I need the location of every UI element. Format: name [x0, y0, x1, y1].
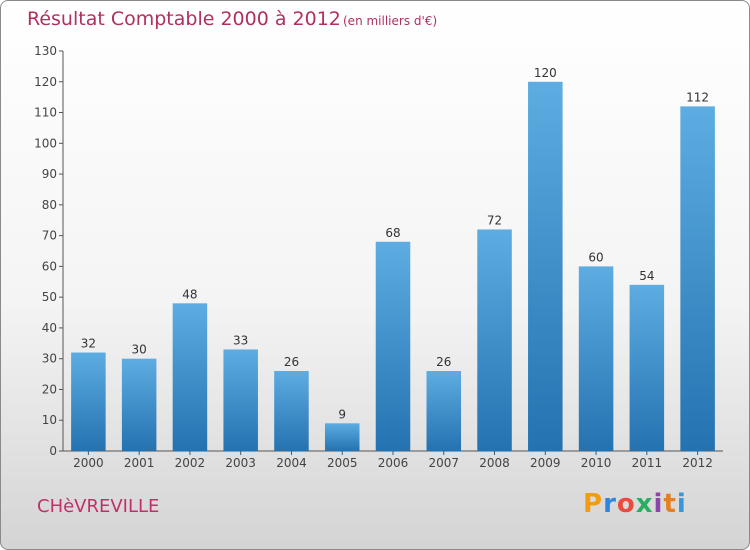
logo-letter: t	[663, 489, 677, 519]
bar-value-label: 48	[182, 287, 197, 301]
logo-letter: o	[616, 489, 636, 519]
y-tick-label: 90	[42, 167, 57, 181]
bar-2002	[172, 303, 208, 451]
y-tick-label: 10	[42, 413, 57, 427]
bar-2004	[274, 371, 309, 451]
bar-value-label: 68	[385, 226, 400, 240]
bar-value-label: 30	[132, 343, 147, 357]
chart-title: Résultat Comptable 2000 à 2012	[27, 8, 341, 30]
x-tick-label: 2009	[530, 456, 561, 470]
x-tick-label: 2002	[175, 456, 206, 470]
bar-2006	[375, 241, 411, 451]
bar-2008	[477, 229, 512, 451]
logo-letter: r	[603, 489, 617, 519]
y-tick-label: 100	[34, 136, 57, 150]
bar-2003	[223, 349, 258, 451]
bar-value-label: 72	[487, 213, 502, 227]
x-tick-label: 2008	[479, 456, 510, 470]
x-tick-label: 2006	[378, 456, 409, 470]
bar-2005	[324, 423, 360, 451]
y-tick-label: 60	[42, 259, 57, 273]
bar-value-label: 60	[588, 250, 603, 264]
chart-unit: (en milliers d'€)	[343, 14, 438, 28]
bar-2010	[578, 266, 614, 451]
bar-value-label: 33	[233, 333, 248, 347]
bar-value-label: 26	[284, 355, 299, 369]
x-tick-label: 2004	[276, 456, 307, 470]
y-tick-label: 110	[34, 106, 57, 120]
y-tick-label: 50	[42, 290, 57, 304]
x-tick-label: 2010	[581, 456, 612, 470]
logo-letter: x	[635, 489, 654, 519]
bar-value-label: 32	[81, 337, 96, 351]
y-tick-label: 120	[34, 75, 57, 89]
commune-name: CHèVREVILLE	[37, 496, 160, 517]
y-tick-label: 80	[42, 198, 57, 212]
x-tick-label: 2005	[327, 456, 358, 470]
logo-letter: P	[583, 489, 604, 519]
y-tick-label: 0	[49, 444, 57, 458]
logo-letter: i	[676, 489, 687, 519]
y-tick-label: 20	[42, 382, 57, 396]
bar-2012	[680, 106, 715, 451]
y-tick-label: 30	[42, 352, 57, 366]
bar-2011	[629, 284, 665, 451]
bar-value-label: 9	[338, 407, 346, 421]
x-tick-label: 2003	[225, 456, 256, 470]
logo-letter: i	[653, 489, 664, 519]
x-tick-label: 2001	[124, 456, 155, 470]
y-tick-label: 70	[42, 229, 57, 243]
x-tick-label: 2011	[632, 456, 663, 470]
bar-value-label: 120	[534, 66, 557, 80]
bar-2000	[71, 352, 106, 451]
x-tick-label: 2012	[682, 456, 713, 470]
bar-2007	[426, 371, 462, 451]
bar-value-label: 54	[639, 269, 654, 283]
bar-value-label: 112	[686, 90, 709, 104]
bar-value-label: 26	[436, 355, 451, 369]
bar-2009	[528, 81, 563, 452]
y-tick-label: 40	[42, 321, 57, 335]
proxiti-logo: Proxiti	[583, 489, 687, 519]
bar-2001	[121, 358, 157, 451]
y-tick-label: 130	[34, 44, 57, 58]
x-tick-label: 2007	[428, 456, 459, 470]
x-tick-label: 2000	[73, 456, 104, 470]
